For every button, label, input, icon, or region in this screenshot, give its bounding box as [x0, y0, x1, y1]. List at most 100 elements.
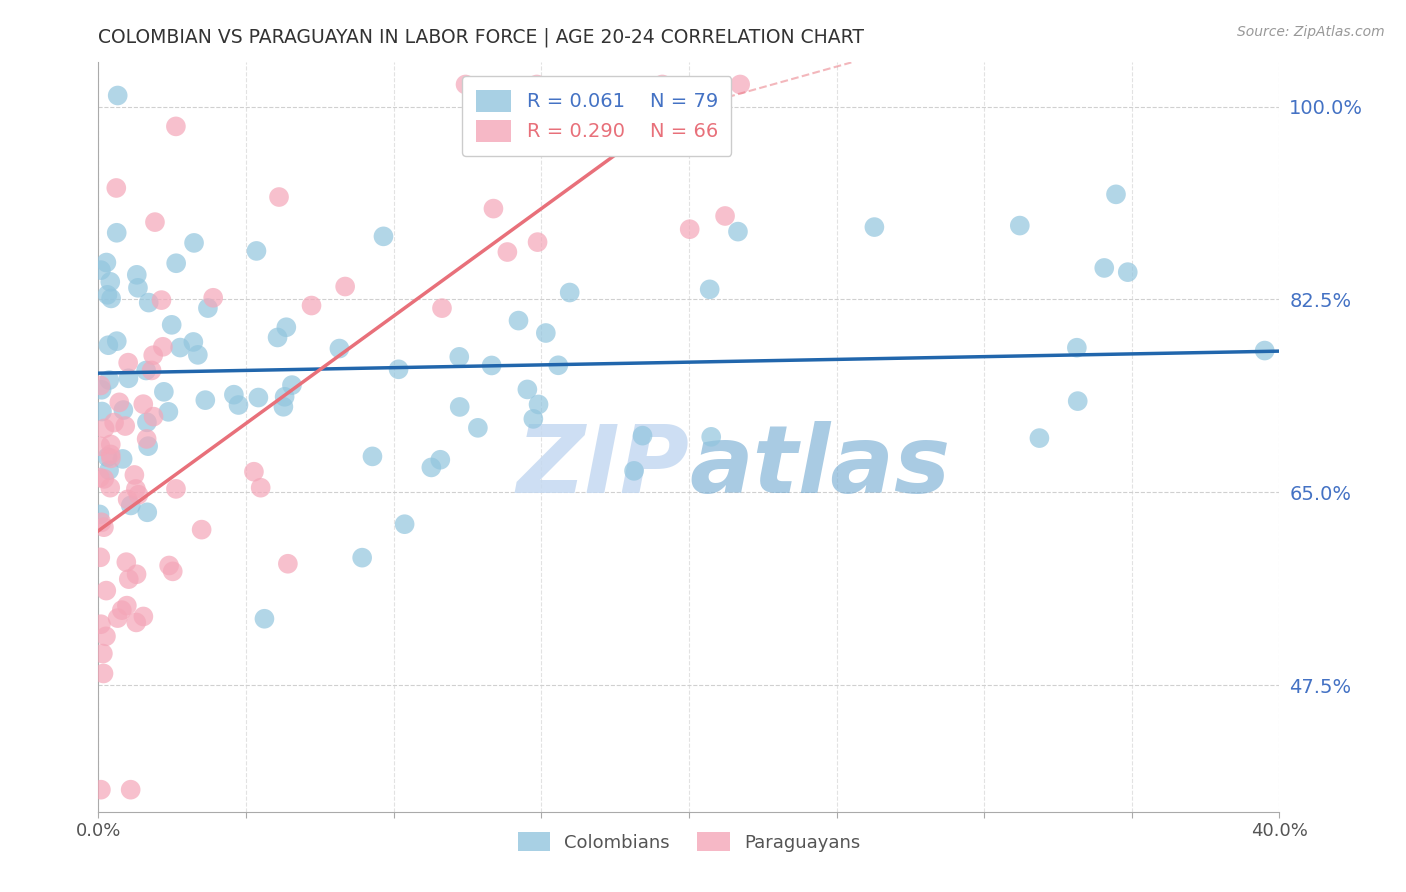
- Point: [100, 437, 122, 451]
- Point: [115, 555, 138, 569]
- Point: [558, 285, 581, 300]
- Point: [165, 256, 187, 270]
- Point: [90, 263, 112, 277]
- Point: [96, 450, 118, 464]
- Point: [100, 292, 122, 306]
- Point: [165, 482, 187, 496]
- Point: [107, 611, 129, 625]
- Point: [100, 451, 122, 466]
- Text: Source: ZipAtlas.com: Source: ZipAtlas.com: [1237, 25, 1385, 39]
- Point: [162, 565, 184, 579]
- Point: [1116, 265, 1139, 279]
- Point: [467, 421, 489, 435]
- Point: [700, 430, 723, 444]
- Point: [125, 567, 148, 582]
- Point: [89, 439, 111, 453]
- Point: [496, 245, 519, 260]
- Point: [420, 460, 443, 475]
- Point: [516, 383, 538, 397]
- Point: [481, 359, 503, 373]
- Point: [153, 384, 176, 399]
- Point: [91, 647, 114, 661]
- Point: [449, 350, 471, 364]
- Point: [117, 356, 139, 370]
- Point: [90, 378, 112, 392]
- Point: [93, 472, 115, 486]
- Point: [863, 220, 886, 235]
- Point: [373, 229, 395, 244]
- Point: [1092, 260, 1115, 275]
- Point: [120, 499, 142, 513]
- Point: [526, 78, 548, 92]
- Point: [222, 387, 245, 401]
- Point: [98, 373, 121, 387]
- Point: [138, 295, 160, 310]
- Point: [333, 279, 356, 293]
- Point: [136, 415, 159, 429]
- Point: [197, 301, 219, 315]
- Point: [98, 275, 121, 289]
- Point: [89, 550, 111, 565]
- Point: [277, 557, 299, 571]
- Point: [508, 313, 530, 327]
- Text: ZIP: ZIP: [516, 421, 689, 513]
- Point: [157, 405, 180, 419]
- Point: [699, 282, 721, 296]
- Point: [96, 583, 118, 598]
- Point: [522, 412, 544, 426]
- Legend: Colombians, Paraguayans: Colombians, Paraguayans: [510, 825, 868, 859]
- Point: [125, 482, 148, 496]
- Point: [430, 301, 453, 315]
- Point: [112, 403, 135, 417]
- Point: [728, 78, 751, 92]
- Point: [202, 291, 225, 305]
- Point: [187, 348, 209, 362]
- Point: [281, 378, 304, 392]
- Point: [91, 404, 114, 418]
- Point: [387, 362, 409, 376]
- Point: [125, 268, 148, 282]
- Point: [96, 255, 118, 269]
- Point: [114, 419, 136, 434]
- Point: [301, 299, 323, 313]
- Point: [253, 612, 276, 626]
- Point: [534, 326, 557, 340]
- Point: [623, 464, 645, 478]
- Point: [679, 222, 702, 236]
- Point: [245, 244, 267, 258]
- Point: [228, 398, 250, 412]
- Point: [429, 452, 451, 467]
- Point: [1008, 219, 1031, 233]
- Point: [276, 320, 298, 334]
- Point: [103, 416, 125, 430]
- Point: [651, 78, 673, 92]
- Point: [97, 338, 120, 352]
- Point: [449, 400, 471, 414]
- Point: [90, 516, 112, 530]
- Point: [111, 603, 134, 617]
- Point: [118, 572, 141, 586]
- Point: [727, 225, 749, 239]
- Point: [100, 447, 122, 461]
- Point: [94, 629, 117, 643]
- Point: [135, 363, 157, 377]
- Point: [482, 202, 505, 216]
- Point: [527, 397, 550, 411]
- Text: COLOMBIAN VS PARAGUAYAN IN LABOR FORCE | AGE 20-24 CORRELATION CHART: COLOMBIAN VS PARAGUAYAN IN LABOR FORCE |…: [98, 28, 865, 47]
- Point: [267, 190, 290, 204]
- Point: [125, 615, 148, 630]
- Point: [266, 330, 288, 344]
- Point: [165, 120, 187, 134]
- Point: [89, 508, 111, 522]
- Point: [132, 609, 155, 624]
- Point: [454, 78, 477, 92]
- Point: [394, 517, 416, 532]
- Point: [93, 421, 115, 435]
- Point: [1254, 343, 1277, 358]
- Point: [1028, 431, 1050, 445]
- Point: [361, 450, 384, 464]
- Point: [124, 467, 146, 482]
- Point: [1105, 187, 1128, 202]
- Point: [90, 383, 112, 397]
- Point: [108, 395, 131, 409]
